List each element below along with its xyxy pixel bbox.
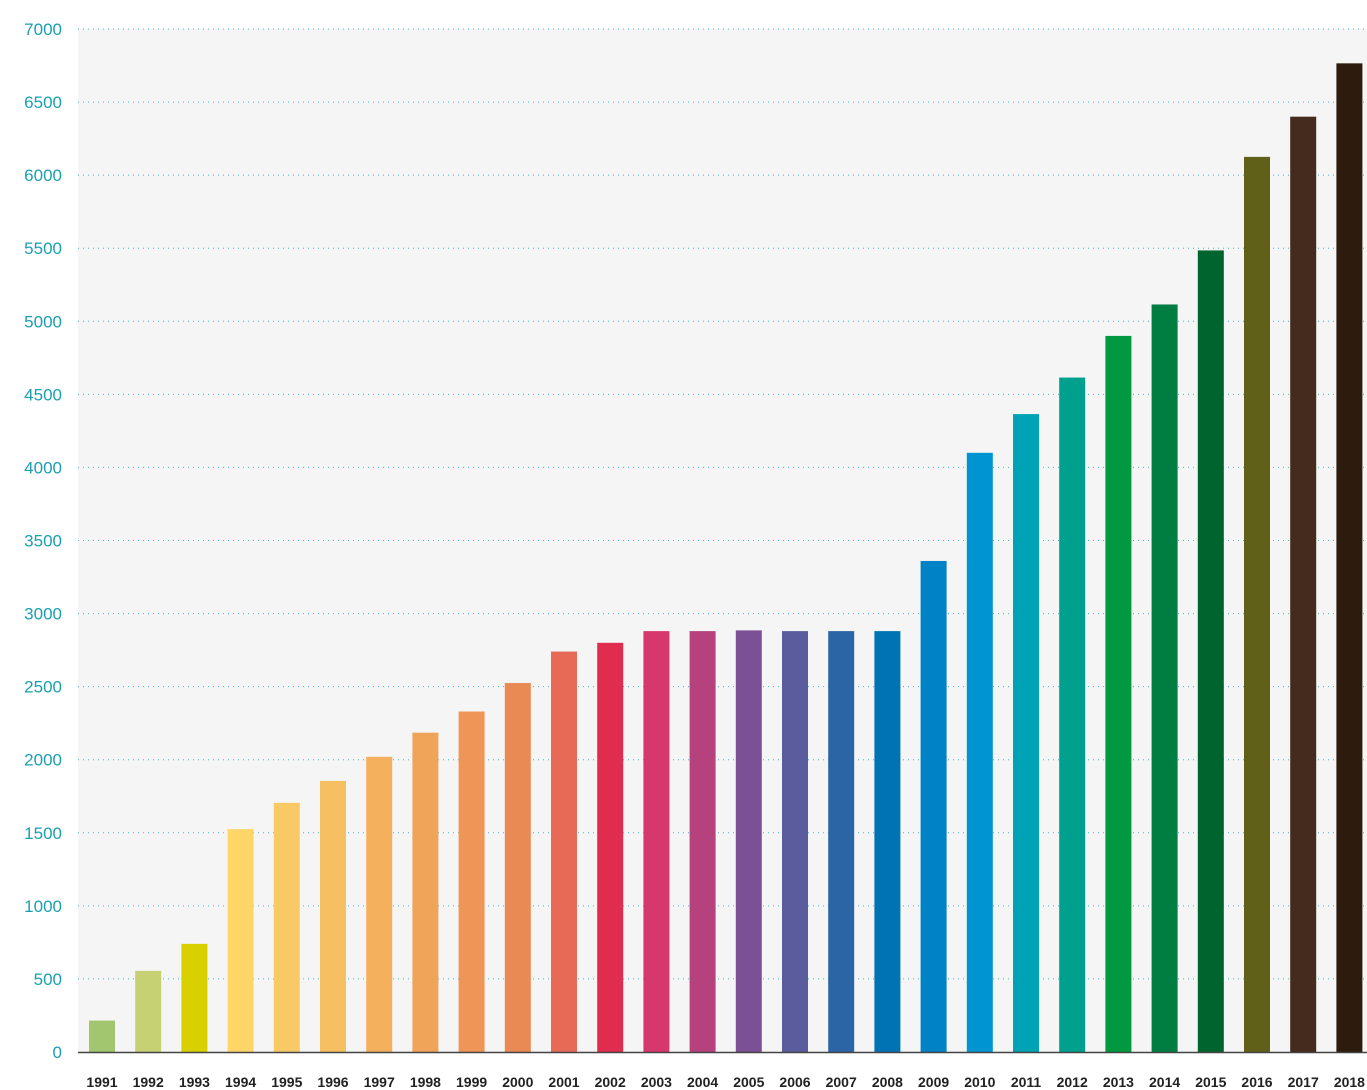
y-tick-label: 1000 [24,897,62,916]
x-tick-label: 2010 [964,1074,995,1090]
x-tick-label: 2003 [641,1074,672,1090]
bar-2014 [1151,304,1178,1053]
y-tick-label: 6500 [24,93,62,112]
bar-2012 [1059,377,1086,1052]
y-tick-label: 2000 [24,751,62,770]
x-axis-ticks: 1991 1992 1993 1994 1995 1996 1997 1998 1999 2000… [86,1074,1365,1090]
bar-2016 [1244,156,1270,1052]
bar-2009 [920,560,947,1052]
x-tick-label: 2009 [918,1074,949,1090]
x-tick-label: 2004 [687,1074,718,1090]
x-tick-label: 2001 [548,1074,579,1090]
bar-1993 [181,943,208,1052]
y-tick-label: 3500 [24,532,62,551]
bar-2004 [689,631,716,1052]
bar-2010 [966,452,993,1052]
y-tick-label: 2500 [24,678,62,697]
x-tick-label: 2017 [1288,1074,1319,1090]
x-tick-label: 2008 [872,1074,903,1090]
x-tick-label: 2011 [1011,1074,1042,1090]
x-tick-label: 1991 [86,1074,117,1090]
x-tick-label: 1997 [364,1074,395,1090]
bar-1998 [412,732,439,1052]
y-tick-label: 500 [34,970,62,989]
bar-2017 [1290,116,1317,1052]
bar-1997 [366,756,393,1052]
y-tick-label: 4500 [24,385,62,404]
bar-2008 [874,631,901,1052]
x-tick-label: 2006 [779,1074,810,1090]
y-tick-label: 5500 [24,239,62,258]
bar-2006 [782,631,808,1052]
y-tick-label: 1500 [24,824,62,843]
x-tick-label: 1994 [225,1074,256,1090]
y-axis-ticks: 0 500 1000 1500 2000 2500 3000 3500 4000 4500 5000… [24,20,62,1062]
x-tick-label: 1995 [271,1074,302,1090]
bars [89,63,1363,1053]
y-tick-label: 5000 [24,312,62,331]
bar-1996 [320,780,346,1052]
x-tick-label: 1992 [133,1074,164,1090]
y-tick-label: 7000 [24,20,62,39]
bar-1991 [89,1020,115,1052]
y-tick-label: 6000 [24,166,62,185]
bar-1992 [135,970,162,1052]
bar-2011 [1013,414,1039,1052]
bar-2013 [1105,335,1132,1052]
x-tick-label: 2015 [1195,1074,1226,1090]
x-tick-label: 1998 [410,1074,441,1090]
x-tick-label: 1993 [179,1074,210,1090]
bar-2015 [1197,250,1224,1052]
bar-1995 [273,802,300,1052]
y-tick-label: 0 [53,1043,62,1062]
y-tick-label: 3000 [24,605,62,624]
x-tick-label: 2005 [733,1074,764,1090]
x-tick-label: 2018 [1334,1074,1365,1090]
x-tick-label: 2013 [1103,1074,1134,1090]
x-tick-label: 2000 [502,1074,533,1090]
bar-2005 [735,630,762,1052]
bar-2018 [1336,63,1363,1053]
x-tick-label: 2002 [595,1074,626,1090]
y-tick-label: 4000 [24,458,62,477]
x-tick-label: 2016 [1241,1074,1272,1090]
bar-2003 [643,631,670,1052]
bar-1999 [458,711,485,1052]
bar-1994 [227,829,254,1052]
bar-2000 [504,682,531,1052]
bar-2007 [828,631,855,1052]
x-tick-label: 1999 [456,1074,487,1090]
x-tick-label: 2012 [1057,1074,1088,1090]
x-tick-label: 1996 [317,1074,348,1090]
x-tick-label: 2007 [826,1074,857,1090]
bar-2001 [551,651,577,1052]
x-tick-label: 2014 [1149,1074,1180,1090]
bar-2002 [597,642,624,1052]
